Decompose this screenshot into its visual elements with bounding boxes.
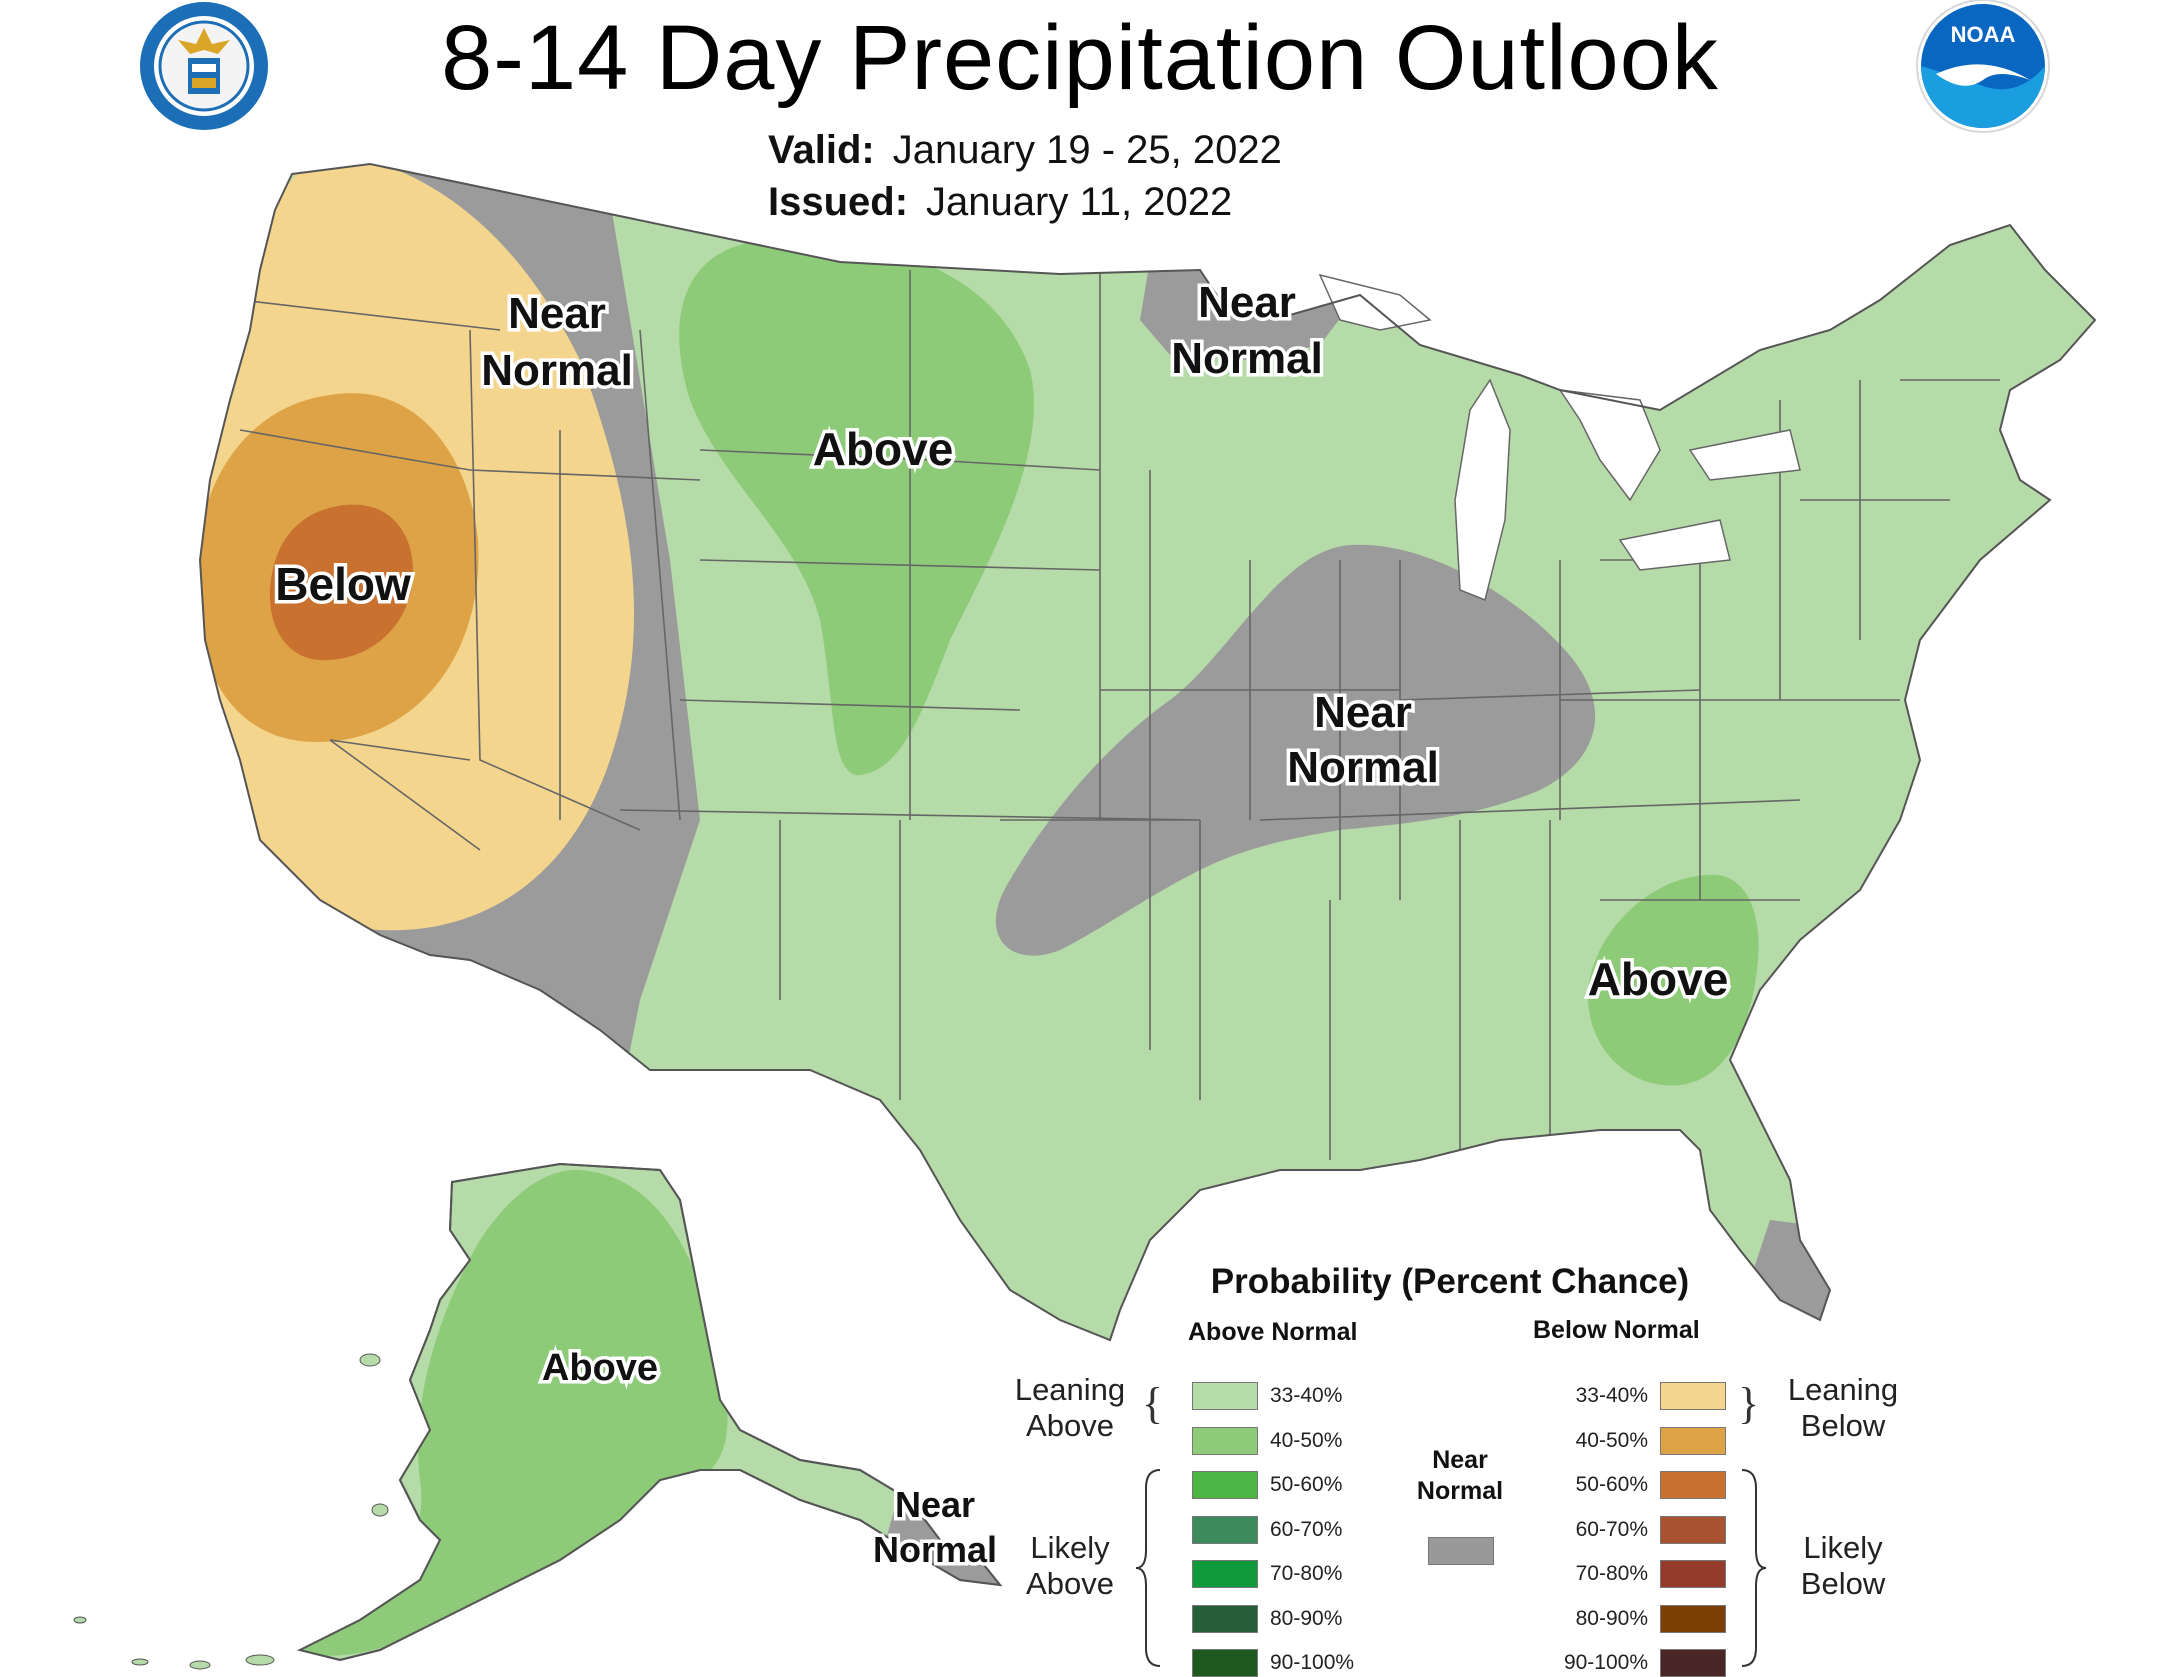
west-below-50-60-region [269, 504, 413, 661]
likely-above-group-label: Likely Above [1000, 1530, 1140, 1602]
below-swatch-4 [1660, 1560, 1726, 1588]
below-swatch-5 [1660, 1604, 1726, 1633]
legend-near-normal-label: Near Normal [1400, 1445, 1520, 1507]
above-range-label-6: 90-100% [1270, 1651, 1355, 1674]
likely-below-brace [1741, 1469, 1767, 1667]
alaska-near-normal-label-line1: Near [895, 1484, 975, 1525]
leaning-above-line1: Leaning [1014, 1372, 1126, 1407]
north-above-label: Above [813, 423, 954, 475]
below-range-label-1: 40-50% [1575, 1428, 1648, 1452]
above-swatch-2 [1192, 1471, 1258, 1499]
leaning-below-brace: } [1738, 1379, 1760, 1428]
alaska-outline [297, 1162, 1003, 1662]
alaska-near-normal-label-line2: Normal [873, 1529, 997, 1570]
below-range-label-5: 80-90% [1575, 1606, 1648, 1630]
above-swatch-5 [1192, 1604, 1258, 1633]
below-swatch-1 [1660, 1426, 1726, 1455]
issued-value: January 11, 2022 [926, 180, 1233, 224]
noaa-logo-icon: NOAA [1916, 0, 2050, 133]
valid-label: Valid: [768, 128, 875, 172]
aleutian-islands [73, 1353, 389, 1670]
page-title: 8-14 Day Precipitation Outlook [441, 7, 1719, 109]
above-swatch-0 [1192, 1382, 1258, 1410]
leaning-below-line1: Leaning [1787, 1372, 1899, 1407]
west-near-normal-label-line1: Near [508, 289, 606, 338]
alaska-above-label: Above [542, 1347, 658, 1389]
legend-near-normal-line2: Normal [1416, 1477, 1504, 1505]
likely-above-line2: Above [1026, 1566, 1114, 1601]
southeast-above-region [1587, 874, 1759, 1086]
likely-below-line1: Likely [1803, 1530, 1883, 1565]
above-swatch-4 [1192, 1560, 1258, 1588]
below-range-label-4: 70-80% [1575, 1562, 1648, 1585]
leaning-above-group-label: Leaning Above [1000, 1372, 1140, 1444]
leaning-above-line2: Above [1026, 1408, 1114, 1443]
noaa-logo-text: NOAA [1951, 22, 2016, 47]
above-range-label-3: 60-70% [1270, 1517, 1343, 1541]
west-near-normal-label-line2: Normal [481, 346, 633, 395]
legend-near-normal-swatch [1428, 1537, 1494, 1565]
central-near-normal-label-line2: Normal [1287, 743, 1439, 792]
valid-value: January 19 - 25, 2022 [892, 128, 1282, 172]
state-boundaries [239, 270, 2000, 1160]
above-range-label-1: 40-50% [1270, 1428, 1343, 1452]
likely-above-brace [1135, 1469, 1161, 1667]
above-range-label-5: 80-90% [1270, 1606, 1343, 1630]
likely-below-group-label: Likely Below [1768, 1530, 1918, 1602]
legend-below-header: Below Normal [1533, 1316, 1700, 1344]
conus-outline [198, 162, 2097, 1342]
below-range-label-6: 90-100% [1563, 1651, 1648, 1674]
leaning-above-brace: { [1142, 1379, 1164, 1428]
southeast-above-label: Above [1588, 953, 1729, 1005]
below-range-label-2: 50-60% [1575, 1473, 1648, 1496]
central-near-normal-region [995, 544, 1596, 956]
below-range-label-3: 60-70% [1575, 1517, 1648, 1541]
legend-title: Probability (Percent Chance) [1210, 1262, 1690, 1301]
below-swatch-2 [1660, 1471, 1726, 1499]
above-range-label-4: 70-80% [1270, 1562, 1343, 1585]
valid-dates: Valid: January 19 - 25, 2022 [768, 128, 1282, 173]
great-lakes-near-normal-region [1140, 260, 1350, 360]
great-lakes-near-normal-label-line1: Near [1198, 278, 1296, 327]
north-above-region [679, 239, 1034, 776]
leaning-below-group-label: Leaning Below [1768, 1372, 1918, 1444]
commerce-seal-icon [140, 2, 268, 130]
above-swatch-1 [1192, 1426, 1258, 1455]
legend-above-header: Above Normal [1188, 1318, 1358, 1346]
below-swatch-6 [1660, 1649, 1726, 1677]
issued-label: Issued: [768, 180, 909, 224]
leaning-below-line2: Below [1800, 1408, 1886, 1443]
alaska-above-region [300, 1169, 728, 1656]
above-swatch-6 [1192, 1649, 1258, 1677]
legend-near-normal-line1: Near [1432, 1446, 1488, 1474]
above-range-label-0: 33-40% [1270, 1384, 1343, 1407]
issued-date: Issued: January 11, 2022 [768, 180, 1232, 225]
above-swatch-3 [1192, 1515, 1258, 1544]
below-range-label-0: 33-40% [1575, 1384, 1648, 1407]
central-near-normal-label-line1: Near [1314, 688, 1412, 737]
below-swatch-0 [1660, 1382, 1726, 1410]
west-below-label: Below [275, 558, 411, 610]
below-swatch-3 [1660, 1515, 1726, 1544]
great-lakes [1318, 273, 1801, 602]
great-lakes-near-normal-label-line2: Normal [1171, 334, 1323, 383]
likely-above-line1: Likely [1030, 1530, 1110, 1565]
likely-below-line2: Below [1800, 1566, 1886, 1601]
above-range-label-2: 50-60% [1270, 1473, 1343, 1496]
